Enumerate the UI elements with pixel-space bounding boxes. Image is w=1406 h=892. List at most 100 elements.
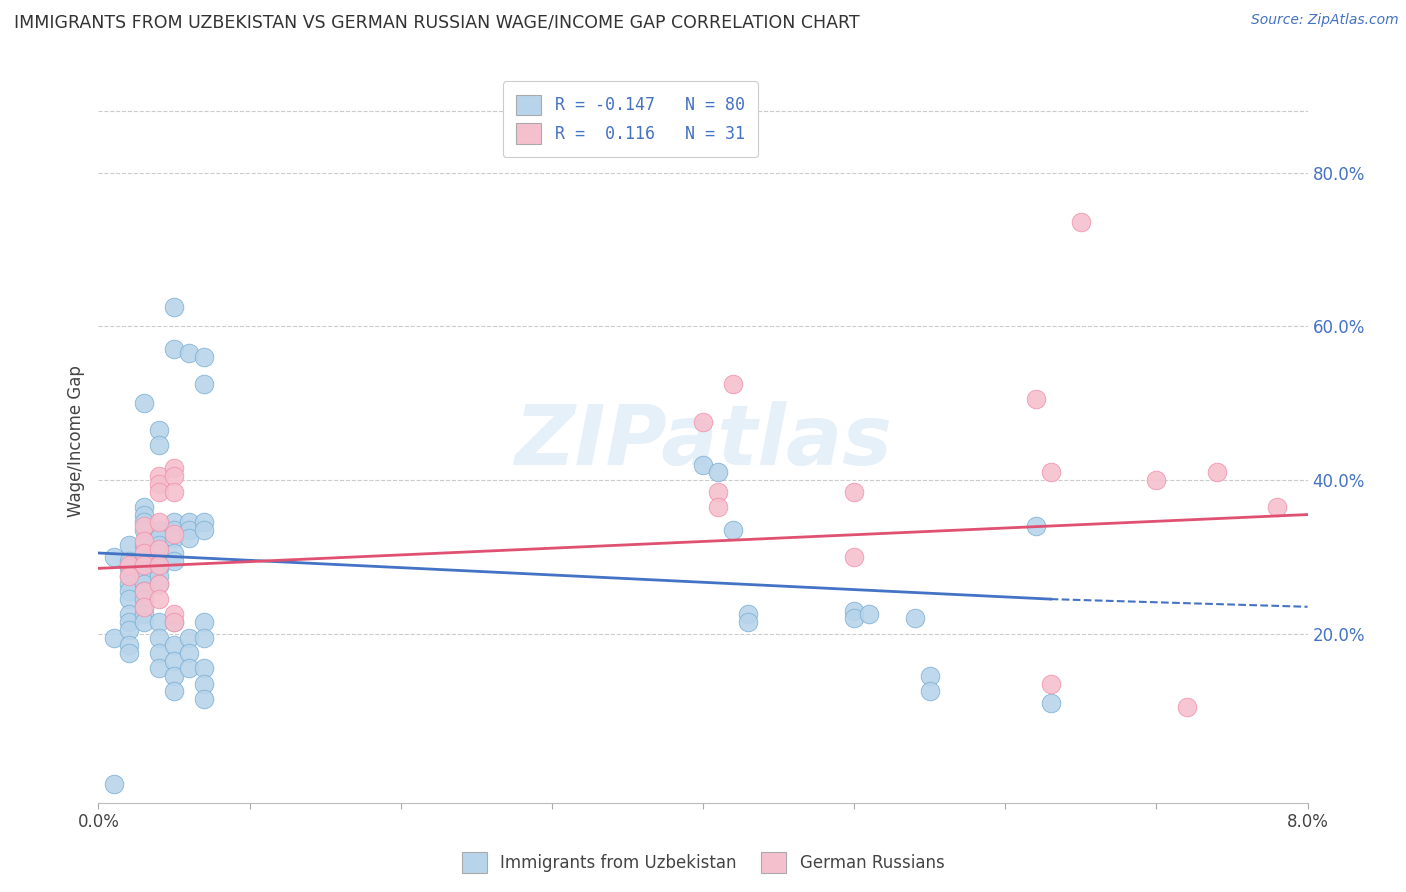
Point [163,554,186,568]
Point [132,515,155,529]
Point [148,438,170,452]
Point [132,396,155,410]
Point [844,484,866,499]
Point [132,592,155,607]
Point [692,415,714,429]
Point [163,531,186,545]
Point [163,523,186,537]
Point [844,549,866,564]
Point [132,569,155,583]
Point [163,654,186,668]
Point [163,669,186,683]
Point [1175,699,1198,714]
Point [1267,500,1289,514]
Point [118,569,141,583]
Point [163,615,186,630]
Point [118,569,141,583]
Point [1025,519,1047,533]
Point [118,615,141,630]
Point [148,592,170,607]
Point [148,423,170,437]
Point [1025,392,1047,407]
Point [918,669,941,683]
Point [1146,473,1168,487]
Point [179,515,201,529]
Point [132,546,155,560]
Point [148,476,170,491]
Point [163,484,186,499]
Point [193,523,215,537]
Point [179,646,201,660]
Point [148,542,170,557]
Point [148,546,170,560]
Text: ZIPatlas: ZIPatlas [515,401,891,482]
Point [118,584,141,599]
Point [737,615,759,630]
Y-axis label: Wage/Income Gap: Wage/Income Gap [66,366,84,517]
Point [132,523,155,537]
Point [723,376,745,391]
Point [1070,215,1092,229]
Point [148,523,170,537]
Point [118,638,141,652]
Point [163,546,186,560]
Point [132,615,155,630]
Point [707,500,730,514]
Point [132,500,155,514]
Point [858,607,880,622]
Point [163,300,186,314]
Point [179,661,201,675]
Point [148,515,170,529]
Point [148,531,170,545]
Point [844,604,866,618]
Point [163,526,186,541]
Text: Source: ZipAtlas.com: Source: ZipAtlas.com [1251,13,1399,28]
Point [163,343,186,357]
Point [707,484,730,499]
Point [132,546,155,560]
Point [707,465,730,479]
Point [148,569,170,583]
Point [148,576,170,591]
Point [193,515,215,529]
Point [193,350,215,364]
Point [904,611,927,625]
Legend: R = -0.147   N = 80, R =  0.116   N = 31: R = -0.147 N = 80, R = 0.116 N = 31 [503,81,758,157]
Point [179,523,201,537]
Point [148,554,170,568]
Point [118,592,141,607]
Point [692,458,714,472]
Point [132,558,155,572]
Point [132,584,155,599]
Point [844,611,866,625]
Point [132,508,155,522]
Point [132,607,155,622]
Legend: Immigrants from Uzbekistan, German Russians: Immigrants from Uzbekistan, German Russi… [456,846,950,880]
Point [132,576,155,591]
Point [132,599,155,614]
Point [148,576,170,591]
Point [193,376,215,391]
Point [163,607,186,622]
Point [179,531,201,545]
Point [103,631,125,645]
Point [1206,465,1229,479]
Point [163,638,186,652]
Point [163,515,186,529]
Point [148,646,170,660]
Point [118,576,141,591]
Point [1039,676,1062,690]
Point [1039,696,1062,710]
Point [723,523,745,537]
Point [103,549,125,564]
Point [132,561,155,575]
Point [118,607,141,622]
Point [148,469,170,483]
Point [118,554,141,568]
Point [148,538,170,552]
Point [148,484,170,499]
Point [1039,465,1062,479]
Point [103,776,125,790]
Point [193,615,215,630]
Point [118,561,141,575]
